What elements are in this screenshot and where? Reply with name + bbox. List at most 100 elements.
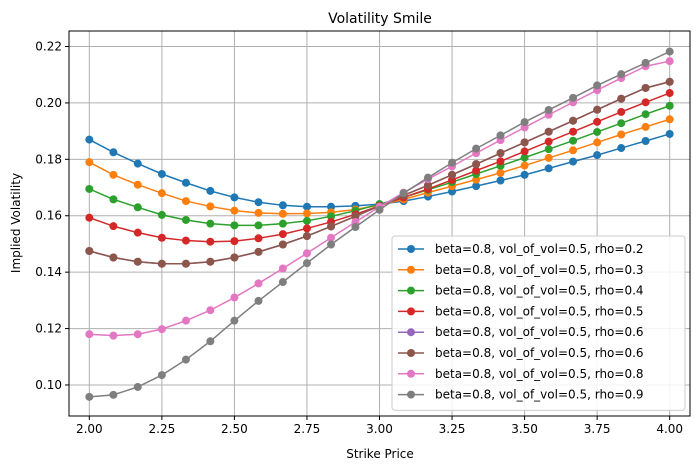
data-point [641,58,650,67]
data-point [569,146,578,155]
series-8 [85,47,674,401]
data-point [569,93,578,102]
data-point [520,118,529,127]
data-point [351,223,360,232]
series-layer [85,47,674,401]
data-point [593,105,602,114]
data-point [327,222,336,231]
data-point [302,209,311,218]
data-point [206,237,215,246]
data-point [448,158,457,167]
legend-label: beta=0.8, vol_of_vol=0.5, rho=0.3 [435,263,644,277]
data-point [569,116,578,125]
legend-item: beta=0.8, vol_of_vol=0.5, rho=0.6 [398,346,644,360]
data-point [544,145,553,154]
data-point [641,83,650,92]
data-point [665,89,674,98]
x-tick-label: 2.75 [294,422,321,436]
y-axis-ticks: 0.10 0.12 0.14 0.16 0.18 0.20 0.22 [35,40,69,392]
data-point [665,57,674,66]
data-point [230,237,239,246]
data-point [206,202,215,211]
data-point [593,81,602,90]
data-point [641,137,650,145]
y-tick-label: 0.20 [35,96,62,110]
data-point [375,205,384,214]
y-tick-label: 0.16 [35,209,62,223]
data-point [302,216,311,225]
data-point [85,184,94,193]
data-point [133,382,142,391]
data-point [544,137,553,146]
data-point [665,101,674,110]
data-point [206,219,215,228]
data-point [617,94,626,103]
legend-box [391,235,686,411]
legend-item: beta=0.8, vol_of_vol=0.5, rho=0.3 [398,263,644,277]
x-tick-label: 4.00 [656,422,683,436]
data-point [278,264,287,273]
data-point [302,202,311,211]
data-point [665,77,674,86]
data-point [472,160,481,169]
data-point [206,186,215,195]
legend-swatch-marker [407,245,415,253]
x-axis-ticks: 2.00 2.25 2.50 2.75 3.00 3.25 3.50 3.75 4.00 [76,416,683,436]
data-point [520,138,529,147]
data-point [181,197,190,206]
x-axis-label: Strike Price [346,447,414,461]
legend-swatch-marker [407,286,415,295]
y-tick-label: 0.18 [35,152,62,166]
data-point [157,371,166,380]
legend: beta=0.8, vol_of_vol=0.5, rho=0.2 beta=0.… [391,235,686,411]
data-point [544,127,553,136]
series-4 [85,89,674,246]
legend-label: beta=0.8, vol_of_vol=0.5, rho=0.2 [435,242,644,256]
data-point [520,147,529,156]
data-point [496,176,505,185]
data-point [254,234,263,243]
data-point [133,330,142,339]
y-tick-label: 0.10 [35,378,62,392]
data-point [569,127,578,136]
data-point [472,182,481,191]
data-point [327,233,336,242]
data-point [206,257,215,266]
data-point [278,209,287,218]
data-point [85,213,94,222]
data-point [278,230,287,239]
data-point [302,259,311,268]
data-point [85,330,94,339]
data-point [181,215,190,224]
data-point [230,206,239,215]
data-point [206,306,215,315]
legend-item: beta=0.8, vol_of_vol=0.5, rho=0.5 [398,304,644,318]
y-axis-label: Implied Volatility [9,173,23,273]
data-point [157,325,166,334]
data-point [641,98,650,107]
data-point [665,129,674,138]
legend-item: beta=0.8, vol_of_vol=0.5, rho=0.2 [398,242,644,256]
legend-swatch-marker [407,265,415,274]
x-tick-label: 2.25 [149,422,176,436]
data-point [351,212,360,221]
data-point [85,247,94,255]
data-point [109,390,118,399]
data-point [617,144,626,153]
data-point [327,202,336,211]
data-point [133,203,142,212]
data-point [593,117,602,126]
data-point [448,170,457,179]
data-point [157,233,166,242]
data-point [423,173,432,182]
data-point [109,253,118,262]
data-point [496,157,505,166]
data-point [520,161,529,170]
legend-swatch-marker [407,307,415,316]
data-point [617,119,626,128]
data-point [181,259,190,268]
data-point [109,331,118,340]
legend-swatch-marker [407,369,415,378]
data-point [472,144,481,153]
data-point [254,247,263,256]
